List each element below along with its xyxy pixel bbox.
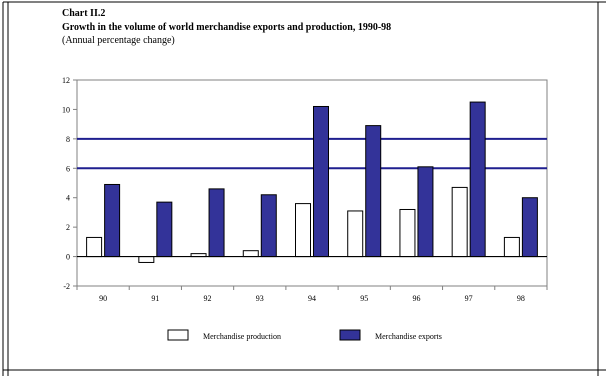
y-tick-label: 8 [66,135,70,144]
x-tick-label: 93 [256,294,264,303]
legend-swatch-production [167,329,189,341]
legend-label-production: Merchandise production [203,332,281,341]
plot-area [76,79,548,287]
x-tick-label: 90 [99,294,107,303]
y-axis-ticks: -2 0 2 4 6 8 10 12 [62,76,77,291]
bar-exports-91 [156,201,173,258]
y-tick-label: 4 [66,194,70,203]
legend: Merchandise production Merchandise expor… [167,329,442,341]
gridlines [77,137,547,170]
bar-production-90 [86,236,103,258]
bar-production-96 [399,208,416,258]
bar-production-91 [138,256,155,263]
x-tick-label: 97 [465,294,473,303]
legend-label-exports: Merchandise exports [375,332,442,341]
bar-exports-94 [313,105,329,258]
bar-exports-93 [260,194,277,258]
y-tick-label: 6 [66,164,70,173]
bar-exports-90 [104,183,121,258]
y-tick-label: 10 [62,105,70,114]
x-tick-label: 91 [151,294,159,303]
x-tick-label: 98 [517,294,525,303]
bar-exports-96 [417,166,434,258]
bar-production-98 [503,236,520,258]
legend-swatch-exports [339,329,361,341]
x-axis-ticks: 90 91 92 93 94 95 96 97 98 [76,286,548,303]
chart-title: Growth in the volume of world merchandis… [62,22,391,33]
bar-exports-98 [521,197,538,258]
bar-production-95 [347,210,364,258]
y-tick-label: 12 [62,76,70,85]
x-tick-label: 95 [360,294,368,303]
y-tick-label: 2 [66,223,70,232]
x-tick-label: 92 [204,294,212,303]
x-tick-label: 94 [308,294,316,303]
chart-number: Chart II.2 [62,8,105,19]
bar-production-94 [295,203,311,258]
y-tick-label: -2 [63,282,70,291]
bar-production-97 [451,186,468,258]
bar-exports-95 [365,125,382,258]
x-tick-label: 96 [412,294,420,303]
y-tick-label: 0 [66,253,70,262]
chart-subtitle: (Annual percentage change) [62,35,175,46]
bar-exports-97 [469,101,486,258]
bar-exports-92 [208,188,225,258]
bar-production-93 [242,250,259,258]
